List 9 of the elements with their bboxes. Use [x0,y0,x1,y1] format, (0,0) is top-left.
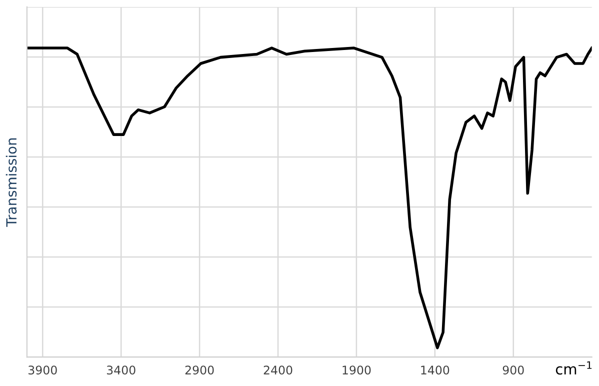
y-axis-title: Transmission [6,138,17,227]
x-tick-label: 1900 [342,366,371,375]
x-tick-label: 2400 [264,366,292,375]
x-tick-label: 900 [502,366,524,375]
x-axis-title: cm$^{−1}$ [556,361,592,375]
x-tick-label: 3400 [106,366,136,375]
x-tick-label: 2900 [185,366,214,375]
x-tick-label: 1400 [421,366,450,375]
x-tick-label: 3900 [28,366,57,375]
